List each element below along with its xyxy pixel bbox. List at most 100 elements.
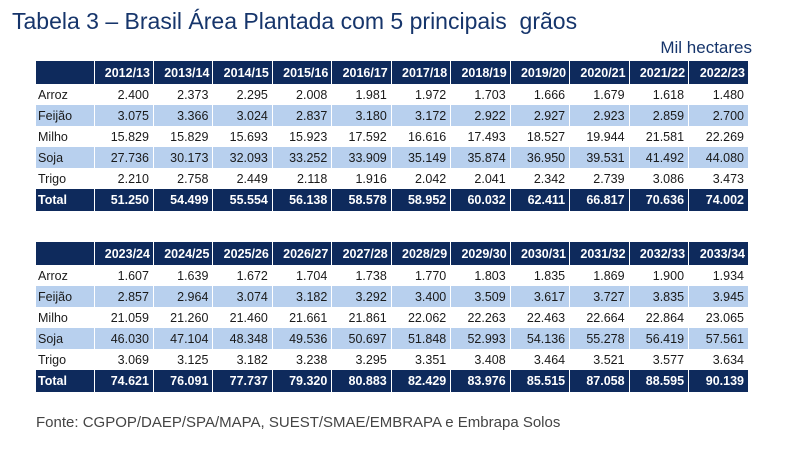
value-cell: 21.260 xyxy=(152,307,213,328)
value-cell: 55.554 xyxy=(212,189,273,211)
value-cell: 41.492 xyxy=(628,147,689,168)
value-cell: 48.348 xyxy=(212,328,273,349)
value-cell: 55.278 xyxy=(569,328,630,349)
value-cell: 1.703 xyxy=(450,84,511,105)
row-label: Milho xyxy=(36,126,94,147)
value-cell: 32.093 xyxy=(212,147,273,168)
value-cell: 39.531 xyxy=(569,147,630,168)
value-cell: 1.666 xyxy=(509,84,570,105)
value-cell: 56.138 xyxy=(271,189,332,211)
value-cell: 2.927 xyxy=(509,105,570,126)
table-row: Milho 21.059 21.260 21.460 21.661 21.861 22.06… xyxy=(36,307,748,328)
value-cell: 2.700 xyxy=(688,105,748,126)
value-cell: 17.493 xyxy=(450,126,511,147)
header-corner xyxy=(36,242,94,265)
value-cell: 3.180 xyxy=(331,105,392,126)
value-cell: 2.118 xyxy=(271,168,332,189)
value-cell: 3.172 xyxy=(390,105,451,126)
value-cell: 3.024 xyxy=(212,105,273,126)
row-label: Feijão xyxy=(36,286,94,307)
year-header: 2019/20 xyxy=(509,61,570,84)
value-cell: 2.373 xyxy=(152,84,213,105)
row-label: Arroz xyxy=(36,265,94,286)
value-cell: 3.400 xyxy=(390,286,451,307)
value-cell: 85.515 xyxy=(509,370,570,392)
value-cell: 60.032 xyxy=(450,189,511,211)
year-header: 2021/22 xyxy=(628,61,689,84)
value-cell: 74.002 xyxy=(688,189,748,211)
value-cell: 1.981 xyxy=(331,84,392,105)
value-cell: 3.617 xyxy=(509,286,570,307)
value-cell: 22.062 xyxy=(390,307,451,328)
value-cell: 1.972 xyxy=(390,84,451,105)
value-cell: 23.065 xyxy=(688,307,748,328)
row-label: Trigo xyxy=(36,168,94,189)
value-cell: 2.837 xyxy=(271,105,332,126)
table-row: Soja 27.736 30.173 32.093 33.252 33.909 35.149… xyxy=(36,147,748,168)
area-table-2023-2034: 2023/24 2024/25 2025/26 2026/27 2027/28 2028/… xyxy=(36,242,748,392)
year-header: 2014/15 xyxy=(212,61,273,84)
year-header: 2031/32 xyxy=(569,242,630,265)
value-cell: 15.923 xyxy=(271,126,332,147)
value-cell: 74.621 xyxy=(93,370,154,392)
value-cell: 51.848 xyxy=(390,328,451,349)
value-cell: 3.473 xyxy=(688,168,748,189)
source-note: Fonte: CGPOP/DAEP/SPA/MAPA, SUEST/SMAE/E… xyxy=(36,414,561,431)
value-cell: 22.263 xyxy=(450,307,511,328)
value-cell: 79.320 xyxy=(271,370,332,392)
area-table-2012-2023: 2012/13 2013/14 2014/15 2015/16 2016/17 2017/… xyxy=(36,61,748,211)
row-label: Total xyxy=(36,370,94,392)
value-cell: 1.704 xyxy=(271,265,332,286)
value-cell: 82.429 xyxy=(390,370,451,392)
value-cell: 3.727 xyxy=(569,286,630,307)
value-cell: 33.909 xyxy=(331,147,392,168)
value-cell: 3.075 xyxy=(93,105,154,126)
value-cell: 57.561 xyxy=(688,328,748,349)
value-cell: 1.803 xyxy=(450,265,511,286)
value-cell: 80.883 xyxy=(331,370,392,392)
value-cell: 3.577 xyxy=(628,349,689,370)
year-header: 2032/33 xyxy=(628,242,689,265)
value-cell: 1.934 xyxy=(688,265,748,286)
value-cell: 19.944 xyxy=(569,126,630,147)
year-header: 2015/16 xyxy=(271,61,332,84)
value-cell: 35.149 xyxy=(390,147,451,168)
value-cell: 3.464 xyxy=(509,349,570,370)
value-cell: 35.874 xyxy=(450,147,511,168)
year-header: 2027/28 xyxy=(331,242,392,265)
value-cell: 3.408 xyxy=(450,349,511,370)
row-label: Arroz xyxy=(36,84,94,105)
year-header: 2024/25 xyxy=(152,242,213,265)
value-cell: 2.008 xyxy=(271,84,332,105)
value-cell: 21.460 xyxy=(212,307,273,328)
value-cell: 3.086 xyxy=(628,168,689,189)
value-cell: 2.758 xyxy=(152,168,213,189)
year-header: 2023/24 xyxy=(93,242,154,265)
row-label: Feijão xyxy=(36,105,94,126)
year-header: 2012/13 xyxy=(93,61,154,84)
year-header: 2025/26 xyxy=(212,242,273,265)
value-cell: 83.976 xyxy=(450,370,511,392)
value-cell: 3.366 xyxy=(152,105,213,126)
value-cell: 3.238 xyxy=(271,349,332,370)
year-header: 2018/19 xyxy=(450,61,511,84)
value-cell: 1.770 xyxy=(390,265,451,286)
year-header: 2022/23 xyxy=(688,61,748,84)
year-header: 2016/17 xyxy=(331,61,392,84)
value-cell: 15.829 xyxy=(152,126,213,147)
value-cell: 3.182 xyxy=(271,286,332,307)
year-header: 2030/31 xyxy=(509,242,570,265)
value-cell: 50.697 xyxy=(331,328,392,349)
value-cell: 22.269 xyxy=(688,126,748,147)
table-row: Trigo 2.210 2.758 2.449 2.118 1.916 2.042 2.041… xyxy=(36,168,748,189)
value-cell: 44.080 xyxy=(688,147,748,168)
value-cell: 3.069 xyxy=(93,349,154,370)
row-label: Soja xyxy=(36,147,94,168)
unit-label: Mil hectares xyxy=(660,38,752,57)
value-cell: 3.125 xyxy=(152,349,213,370)
year-header: 2033/34 xyxy=(688,242,748,265)
value-cell: 52.993 xyxy=(450,328,511,349)
value-cell: 27.736 xyxy=(93,147,154,168)
value-cell: 2.042 xyxy=(390,168,451,189)
table-row: Feijão 3.075 3.366 3.024 2.837 3.180 3.172 2.92… xyxy=(36,105,748,126)
